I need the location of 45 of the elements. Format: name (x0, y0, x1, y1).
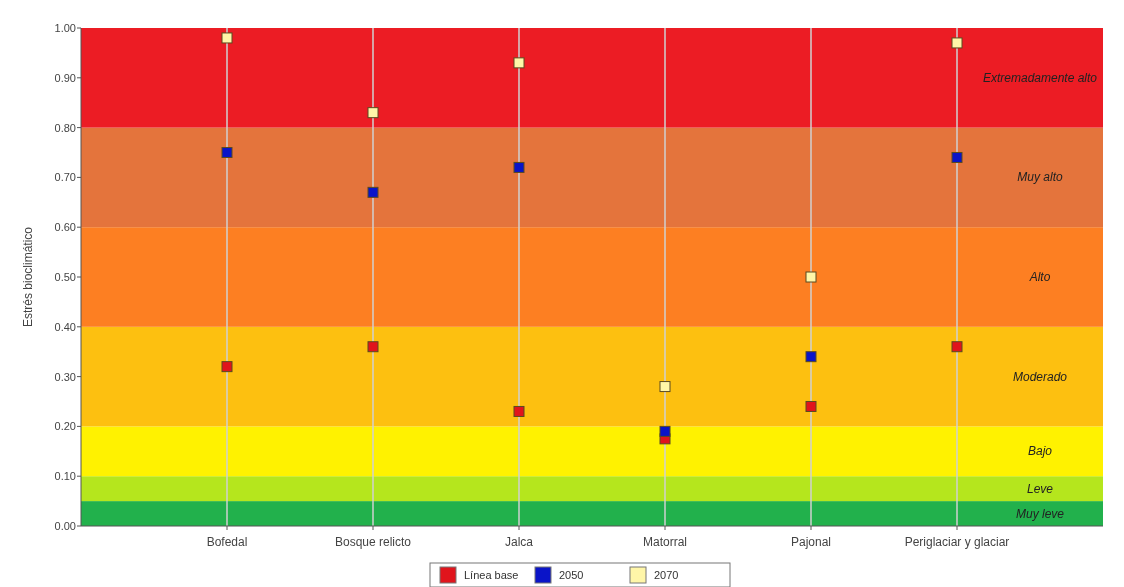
y-tick-label: 0.70 (54, 171, 76, 184)
y-tick-label: 0.90 (54, 71, 76, 84)
x-tick-label: Bosque relicto (334, 535, 412, 549)
point (659, 381, 671, 393)
point (659, 425, 671, 437)
band-label: Extremadamente alto (982, 70, 1098, 85)
point (805, 351, 817, 363)
y-tick-label: 0.80 (54, 121, 76, 134)
band-label: Muy alto (1017, 170, 1063, 185)
y-tick-label: 0.20 (54, 420, 76, 433)
y-tick-label: 1.00 (54, 22, 76, 34)
legend-label: 2050 (559, 569, 584, 581)
y-tick-label: 0.10 (54, 470, 76, 483)
band-label: Leve (1026, 481, 1054, 496)
legend-label: 2070 (654, 569, 679, 581)
x-tick-label: Jalca (504, 535, 534, 549)
x-tick-label: Pajonal (790, 535, 832, 549)
band-label: Bajo (1027, 444, 1053, 459)
y-tick-label: 0.00 (54, 520, 76, 532)
x-tick-label: Matorral (642, 535, 688, 549)
legend-label: Línea base (464, 569, 519, 581)
point (951, 151, 963, 163)
y-tick-label: 0.30 (54, 370, 76, 383)
y-tick-label: 0.50 (54, 271, 76, 283)
band-label: Muy leve (1015, 506, 1065, 521)
y-tick-label: 0.60 (54, 221, 76, 234)
point (513, 57, 525, 69)
point (221, 147, 233, 158)
point (221, 32, 233, 44)
point (367, 341, 379, 353)
point (951, 341, 963, 353)
point (513, 405, 525, 417)
point (951, 37, 963, 49)
band-label: Moderado (1012, 369, 1068, 384)
point (805, 271, 817, 283)
y-axis-title: Estrés bioclimático (21, 226, 35, 328)
point (221, 361, 233, 373)
point (367, 107, 379, 119)
band-label: Alto (1028, 270, 1051, 284)
point (513, 161, 525, 173)
y-tick-label: 0.40 (54, 320, 76, 333)
point (805, 400, 817, 412)
x-tick-label: Periglaciar y glaciar (904, 535, 1010, 549)
x-tick-label: Bofedal (206, 535, 248, 549)
point (367, 186, 379, 198)
